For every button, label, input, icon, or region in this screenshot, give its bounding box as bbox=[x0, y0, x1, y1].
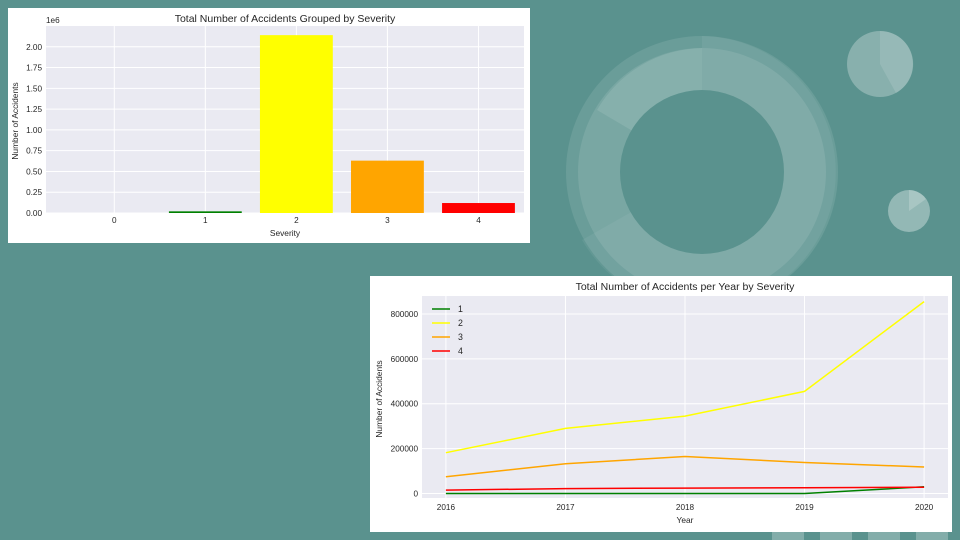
bar-y-tick-label: 1.75 bbox=[26, 64, 42, 73]
line-y-tick-label: 800000 bbox=[391, 310, 419, 319]
line-y-tick-label: 200000 bbox=[391, 445, 419, 454]
bar-x-tick-label: 2 bbox=[294, 216, 299, 225]
decor-donut-hole bbox=[620, 90, 784, 254]
bar-series bbox=[168, 35, 515, 214]
line-y-tick-label: 0 bbox=[413, 490, 418, 499]
line-series-2 bbox=[445, 301, 925, 454]
bar-y-tick-label: 1.00 bbox=[26, 126, 42, 135]
bar-x-axis-label: Severity bbox=[270, 228, 301, 238]
line-series-1 bbox=[445, 486, 925, 495]
line-x-axis-label: Year bbox=[677, 515, 694, 525]
bar-y-tick-label: 2.00 bbox=[26, 43, 42, 52]
bar-x-tick-label: 0 bbox=[112, 216, 117, 225]
line-series bbox=[445, 301, 925, 495]
bar-y-axis-label: Number of Accidents bbox=[10, 82, 20, 159]
bar-y-tick-label: 1.50 bbox=[26, 84, 42, 93]
decor-tile bbox=[820, 530, 852, 540]
line-x-tick-label: 2017 bbox=[556, 503, 575, 512]
bar-severity-4 bbox=[442, 203, 515, 213]
line-x-tick-label: 2019 bbox=[795, 503, 814, 512]
decor-tile bbox=[868, 530, 900, 540]
line-y-axis-label: Number of Accidents bbox=[374, 360, 384, 437]
line-series-4 bbox=[445, 486, 925, 491]
decor-tiny-pie bbox=[888, 190, 930, 232]
line-x-tick-label: 2020 bbox=[915, 503, 934, 512]
bar-x-tick-labels: 0 1 2 3 4 bbox=[112, 216, 481, 225]
legend-label-1: 1 bbox=[458, 304, 463, 314]
bar-severity-3 bbox=[351, 160, 424, 213]
bar-y-offset-label: 1e6 bbox=[46, 16, 60, 25]
decor-tile bbox=[916, 530, 948, 540]
bar-x-tick-label: 1 bbox=[203, 216, 208, 225]
line-y-tick-label: 600000 bbox=[391, 355, 419, 364]
line-legend: 1 2 3 4 bbox=[432, 304, 463, 356]
bar-y-tick-label: 0.50 bbox=[26, 167, 42, 176]
decor-small-pie bbox=[847, 31, 913, 97]
severity-bar-chart-panel: 0.00 0.25 0.50 0.75 1.00 1.25 1.50 1.75 2.00 0 1 2… bbox=[8, 8, 530, 243]
yearly-line-chart-panel: 0 200000 400000 600000 800000 2016 2017 2018 20… bbox=[370, 276, 952, 532]
line-x-tick-label: 2016 bbox=[437, 503, 456, 512]
bar-y-tick-label: 1.25 bbox=[26, 105, 42, 114]
line-y-tick-label: 400000 bbox=[391, 400, 419, 409]
line-y-tick-labels: 0 200000 400000 600000 800000 bbox=[391, 310, 419, 499]
bar-y-tick-label: 0.25 bbox=[26, 188, 42, 197]
bar-y-tick-label: 0.75 bbox=[26, 147, 42, 156]
line-chart-title: Total Number of Accidents per Year by Se… bbox=[576, 281, 796, 293]
bar-y-tick-label: 0.00 bbox=[26, 209, 42, 218]
bar-severity-2 bbox=[259, 35, 333, 214]
bar-chart-title: Total Number of Accidents Grouped by Sev… bbox=[175, 13, 396, 25]
legend-label-3: 3 bbox=[458, 332, 463, 342]
bar-x-tick-label: 4 bbox=[476, 216, 481, 225]
decor-tiny-pie-slice bbox=[909, 190, 926, 211]
line-x-tick-label: 2018 bbox=[676, 503, 695, 512]
severity-bar-chart: 0.00 0.25 0.50 0.75 1.00 1.25 1.50 1.75 2.00 0 1 2… bbox=[10, 13, 524, 238]
bar-y-tick-labels: 0.00 0.25 0.50 0.75 1.00 1.25 1.50 1.75 2.00 bbox=[26, 43, 42, 218]
line-series-3 bbox=[445, 455, 925, 478]
decor-small-pie-slice bbox=[880, 30, 914, 93]
legend-label-4: 4 bbox=[458, 346, 463, 356]
bar-severity-1 bbox=[168, 211, 242, 213]
bar-x-tick-label: 3 bbox=[385, 216, 390, 225]
line-x-tick-labels: 2016 2017 2018 2019 2020 bbox=[437, 503, 934, 512]
legend-label-2: 2 bbox=[458, 318, 463, 328]
decor-tile bbox=[772, 530, 804, 540]
